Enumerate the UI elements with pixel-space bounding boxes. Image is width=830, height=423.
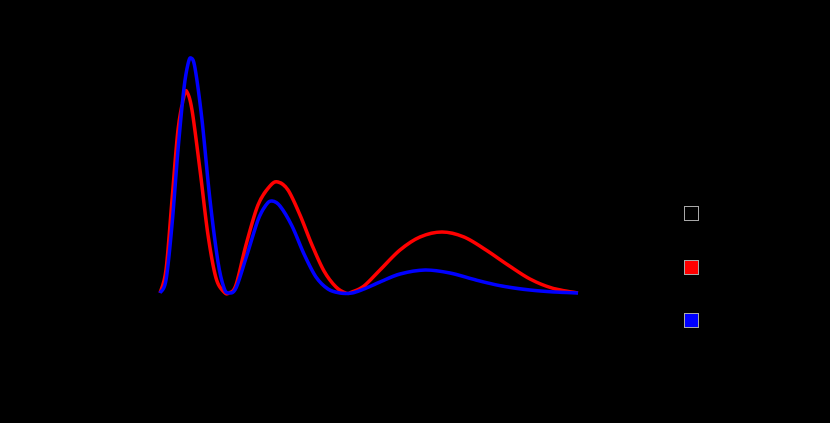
legend-swatch-red	[684, 260, 699, 275]
series-red-line	[158, 88, 579, 296]
series-layer	[158, 56, 579, 296]
legend-item-blue	[684, 313, 830, 331]
legend-item-red	[684, 260, 830, 278]
legend-swatch-black	[684, 206, 699, 221]
legend-swatch-blue	[684, 313, 699, 328]
series-blue-line	[158, 56, 579, 296]
legend-item-black	[684, 206, 830, 224]
